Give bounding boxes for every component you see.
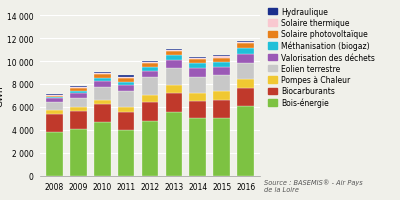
Bar xyxy=(190,93,206,101)
Bar xyxy=(46,98,63,99)
Bar xyxy=(237,54,254,63)
Bar xyxy=(46,99,63,103)
Bar xyxy=(166,94,182,112)
Bar xyxy=(118,107,134,112)
Bar xyxy=(237,41,254,43)
Bar xyxy=(190,64,206,69)
Bar xyxy=(46,110,63,114)
Bar xyxy=(166,86,182,94)
Text: Source : BASEMIS® - Air Pays
de la Loire: Source : BASEMIS® - Air Pays de la Loire xyxy=(264,178,363,192)
Bar xyxy=(190,60,206,64)
Bar xyxy=(118,130,134,176)
Bar xyxy=(237,49,254,54)
Bar xyxy=(166,52,182,56)
Bar xyxy=(70,88,87,89)
Y-axis label: GWh: GWh xyxy=(0,85,4,107)
Bar xyxy=(94,75,110,79)
Bar xyxy=(94,105,110,123)
Bar xyxy=(118,91,134,107)
Bar xyxy=(190,59,206,60)
Bar xyxy=(166,112,182,176)
Bar xyxy=(118,82,134,86)
Bar xyxy=(142,63,158,67)
Bar xyxy=(237,107,254,176)
Bar xyxy=(118,78,134,82)
Bar xyxy=(190,101,206,118)
Bar xyxy=(70,107,87,111)
Bar xyxy=(213,56,230,57)
Bar xyxy=(213,57,230,58)
Bar xyxy=(70,89,87,91)
Bar xyxy=(46,114,63,133)
Bar xyxy=(94,74,110,75)
Bar xyxy=(70,99,87,107)
Bar xyxy=(94,87,110,100)
Bar xyxy=(237,79,254,89)
Bar xyxy=(118,112,134,130)
Bar xyxy=(190,77,206,93)
Bar xyxy=(237,89,254,107)
Bar xyxy=(213,67,230,76)
Bar xyxy=(46,133,63,176)
Bar xyxy=(166,61,182,69)
Bar xyxy=(213,92,230,101)
Bar xyxy=(142,62,158,63)
Bar xyxy=(142,61,158,62)
Legend: Hydraulique, Solaire thermique, Solaire photovoltaïque, Méthanisation (biogaz), : Hydraulique, Solaire thermique, Solaire … xyxy=(268,8,375,108)
Bar xyxy=(237,63,254,79)
Bar xyxy=(166,50,182,51)
Bar xyxy=(142,96,158,103)
Bar xyxy=(213,119,230,176)
Bar xyxy=(190,118,206,176)
Bar xyxy=(46,97,63,98)
Bar xyxy=(190,58,206,59)
Bar xyxy=(142,67,158,71)
Bar xyxy=(142,121,158,176)
Bar xyxy=(118,77,134,78)
Bar xyxy=(94,123,110,176)
Bar xyxy=(70,91,87,93)
Bar xyxy=(213,101,230,119)
Bar xyxy=(70,93,87,99)
Bar xyxy=(166,56,182,61)
Bar xyxy=(237,43,254,44)
Bar xyxy=(70,87,87,88)
Bar xyxy=(94,82,110,87)
Bar xyxy=(46,96,63,97)
Bar xyxy=(46,95,63,96)
Bar xyxy=(142,77,158,96)
Bar xyxy=(70,111,87,130)
Bar xyxy=(142,103,158,121)
Bar xyxy=(166,69,182,86)
Bar xyxy=(118,76,134,77)
Bar xyxy=(142,71,158,77)
Bar xyxy=(213,58,230,62)
Bar xyxy=(213,62,230,67)
Bar xyxy=(94,73,110,74)
Bar xyxy=(46,103,63,110)
Bar xyxy=(94,100,110,105)
Bar xyxy=(237,44,254,49)
Bar xyxy=(166,51,182,52)
Bar xyxy=(94,79,110,82)
Bar xyxy=(118,86,134,91)
Bar xyxy=(70,130,87,176)
Bar xyxy=(190,69,206,77)
Bar xyxy=(213,76,230,92)
